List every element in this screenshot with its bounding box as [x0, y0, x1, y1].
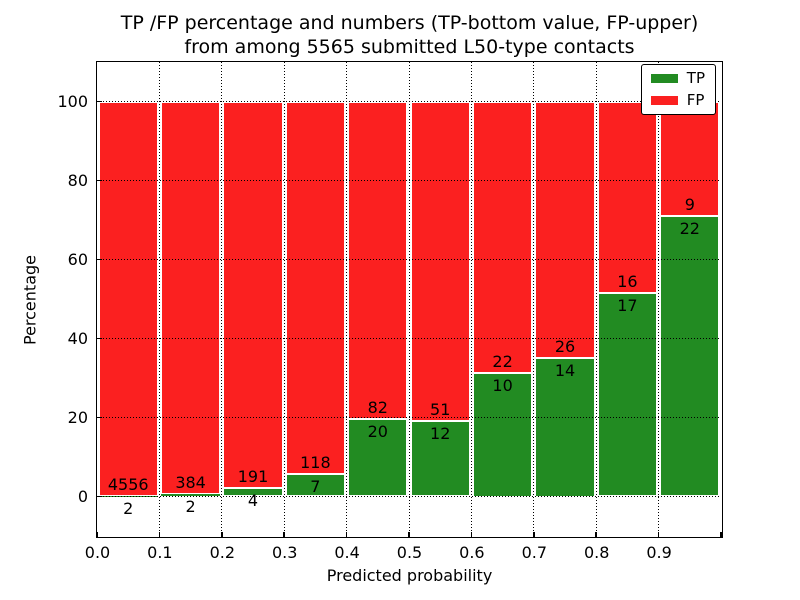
fp-count-annotation: 82 [367, 398, 388, 418]
x-tick-label: 0.6 [459, 543, 485, 562]
tp-count-annotation: 20 [367, 422, 388, 442]
x-tick-mark [533, 532, 535, 537]
v-gridline [346, 62, 348, 536]
bar-tp-segment [410, 421, 470, 497]
v-gridline [533, 62, 535, 536]
tp-count-annotation: 4 [247, 491, 259, 511]
legend-item-fp: FP [650, 91, 705, 109]
x-tick-label: 0.4 [334, 543, 360, 562]
x-axis-label: Predicted probability [326, 566, 493, 585]
chart-title-line2: from among 5565 submitted L50-type conta… [184, 35, 635, 58]
legend: TP FP [640, 64, 716, 115]
chart-title-line1: TP /FP percentage and numbers (TP-bottom… [120, 12, 699, 34]
bar-tp-segment [535, 358, 595, 497]
chart-title: TP /FP percentage and numbers (TP-bottom… [86, 12, 733, 59]
bar-tp-segment [160, 494, 221, 497]
x-tick-mark [283, 532, 285, 537]
tp-count-annotation: 2 [185, 497, 196, 517]
x-tick-mark [345, 532, 348, 537]
tp-count-annotation: 17 [617, 296, 638, 315]
bar-tp-segment [348, 419, 408, 497]
bar-tp-segment [597, 293, 658, 497]
x-tick-label: 0.5 [396, 543, 423, 562]
tp-count-annotation: 14 [554, 361, 576, 381]
x-tick-mark [158, 532, 161, 537]
y-tick-mark [97, 100, 102, 103]
bar-fp-segment [223, 101, 283, 489]
y-tick-label: 20 [67, 408, 88, 427]
x-tick-label: 0.0 [84, 543, 111, 562]
legend-label-fp: FP [686, 91, 705, 109]
x-tick-label: 0.3 [271, 543, 298, 562]
fp-count-annotation: 9 [684, 195, 695, 215]
fp-count-annotation: 22 [492, 352, 513, 372]
bar-fp-segment [660, 101, 720, 217]
bar-tp-segment [223, 488, 283, 497]
legend-swatch-tp [650, 74, 678, 83]
y-tick-label: 80 [67, 171, 88, 190]
x-tick-mark [470, 532, 473, 537]
y-tick-label: 40 [67, 329, 88, 348]
x-tick-mark [96, 532, 98, 537]
bar-tp-segment [472, 373, 533, 497]
y-axis-label: Percentage [20, 254, 40, 346]
y-tick-label: 0 [77, 487, 88, 506]
x-tick-label: 0.2 [209, 543, 236, 562]
fp-count-annotation: 118 [300, 453, 331, 473]
bar-tp-segment [285, 474, 346, 497]
fp-count-annotation: 191 [237, 467, 269, 487]
y-tick-mark [97, 258, 102, 261]
v-gridline [283, 62, 285, 536]
x-tick-label: 0.8 [583, 543, 610, 562]
bar-fp-segment [348, 101, 408, 420]
bar-fp-segment [410, 101, 470, 422]
v-gridline [470, 62, 472, 536]
x-tick-mark [408, 532, 410, 537]
tp-count-annotation: 2 [123, 499, 134, 519]
v-gridline [221, 62, 223, 536]
tp-count-annotation: 22 [679, 219, 700, 239]
y-tick-mark [97, 416, 102, 419]
v-gridline [595, 62, 597, 536]
legend-label-tp: TP [686, 69, 705, 87]
v-gridline [408, 62, 410, 536]
fp-count-annotation: 4556 [107, 475, 149, 495]
y-tick-label: 100 [57, 92, 88, 111]
x-tick-mark [221, 532, 223, 537]
bar-fp-segment [535, 101, 595, 359]
y-tick-mark [97, 337, 102, 340]
tp-count-annotation: 10 [492, 376, 513, 396]
tp-count-annotation: 12 [430, 424, 451, 444]
bar-fp-segment [472, 101, 533, 374]
fp-count-annotation: 51 [430, 400, 451, 420]
legend-item-tp: TP [650, 69, 705, 87]
y-tick-mark [97, 179, 102, 182]
y-tick-mark [97, 495, 102, 498]
v-gridline [158, 62, 160, 536]
x-tick-mark [595, 532, 597, 537]
fp-count-annotation: 26 [554, 337, 576, 357]
bar-fp-segment [160, 101, 221, 495]
x-tick-label: 0.9 [646, 543, 672, 562]
bar-fp-segment [285, 101, 346, 475]
legend-swatch-fp [650, 96, 678, 105]
fp-count-annotation: 384 [175, 473, 206, 493]
x-tick-mark [720, 532, 722, 537]
bar-fp-segment [98, 101, 158, 497]
tp-count-annotation: 7 [310, 477, 321, 497]
x-tick-label: 0.7 [521, 543, 548, 562]
plot-area: TP FP 4556 2 384 2 191 4 118 7 82 20 51 12 22 10 26 14 16… [96, 61, 723, 538]
x-tick-label: 0.1 [147, 543, 173, 562]
x-tick-mark [657, 532, 660, 537]
fp-count-annotation: 16 [617, 272, 638, 291]
bar-tp-segment [660, 216, 720, 497]
v-gridline [658, 62, 660, 536]
bar-fp-segment [597, 101, 658, 293]
y-tick-label: 60 [67, 250, 88, 269]
